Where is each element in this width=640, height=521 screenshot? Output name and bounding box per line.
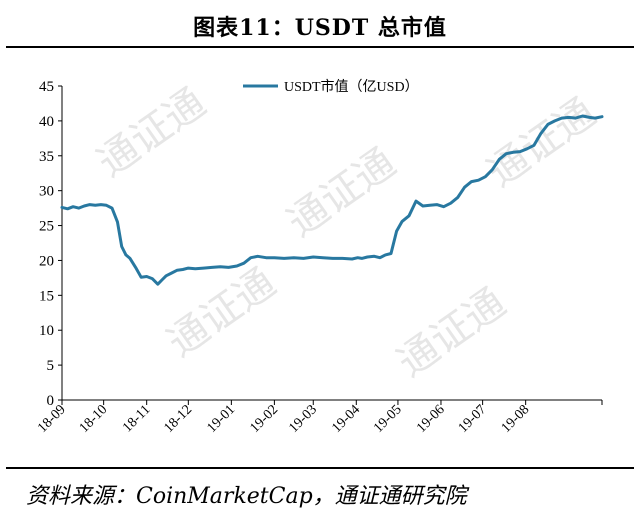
source-note: 资料来源：CoinMarketCap，通证通研究院 <box>26 484 467 509</box>
y-tick-label: 15 <box>39 288 54 304</box>
x-tick-label: 18-09 <box>35 402 69 436</box>
x-tick-label: 19-07 <box>456 402 490 436</box>
y-tick-label: 30 <box>39 184 54 200</box>
y-tick-label: 5 <box>47 358 55 374</box>
x-tick-label: 19-08 <box>499 402 533 436</box>
y-tick-label: 25 <box>39 219 54 235</box>
y-tick-label: 0 <box>47 393 55 409</box>
watermark-mark: 通证通 <box>479 90 603 196</box>
x-tick-label: 19-06 <box>414 402 448 436</box>
y-axis-ticks: 0 5 10 15 20 25 30 35 40 45 <box>39 79 62 409</box>
y-tick-label: 20 <box>39 253 54 269</box>
bottom-rule <box>6 467 634 469</box>
plot-area <box>60 114 604 286</box>
x-tick-label: 19-03 <box>286 402 320 436</box>
y-tick-label: 35 <box>39 149 54 165</box>
legend-label: USDT市值（亿USD） <box>284 78 419 95</box>
watermark-mark: 通证通 <box>159 260 283 366</box>
x-tick-label: 18-12 <box>161 402 195 436</box>
top-rule <box>6 46 634 48</box>
chart-legend: USDT市值（亿USD） <box>243 78 419 95</box>
y-tick-label: 45 <box>39 79 54 95</box>
x-tick-label: 19-02 <box>248 402 282 436</box>
x-tick-label: 19-01 <box>204 402 238 436</box>
x-tick-label: 18-11 <box>120 402 153 435</box>
series-line-usdt-market-cap <box>60 114 604 286</box>
x-tick-label: 19-05 <box>371 402 405 436</box>
x-axis-ticks: 18-09 18-10 18-11 18-12 19-01 19-02 19-03 19-04… <box>35 400 603 436</box>
watermark-mark: 通证通 <box>89 80 213 186</box>
y-tick-label: 10 <box>39 323 54 339</box>
chart-axes <box>61 86 602 401</box>
watermark-mark: 通证通 <box>279 140 403 246</box>
y-tick-label: 40 <box>39 114 54 130</box>
figure-title: 图表11：USDT 总市值 <box>193 15 447 41</box>
watermark-mark: 通证通 <box>389 280 513 386</box>
x-tick-label: 19-04 <box>329 402 363 436</box>
x-tick-label: 18-10 <box>77 402 111 436</box>
